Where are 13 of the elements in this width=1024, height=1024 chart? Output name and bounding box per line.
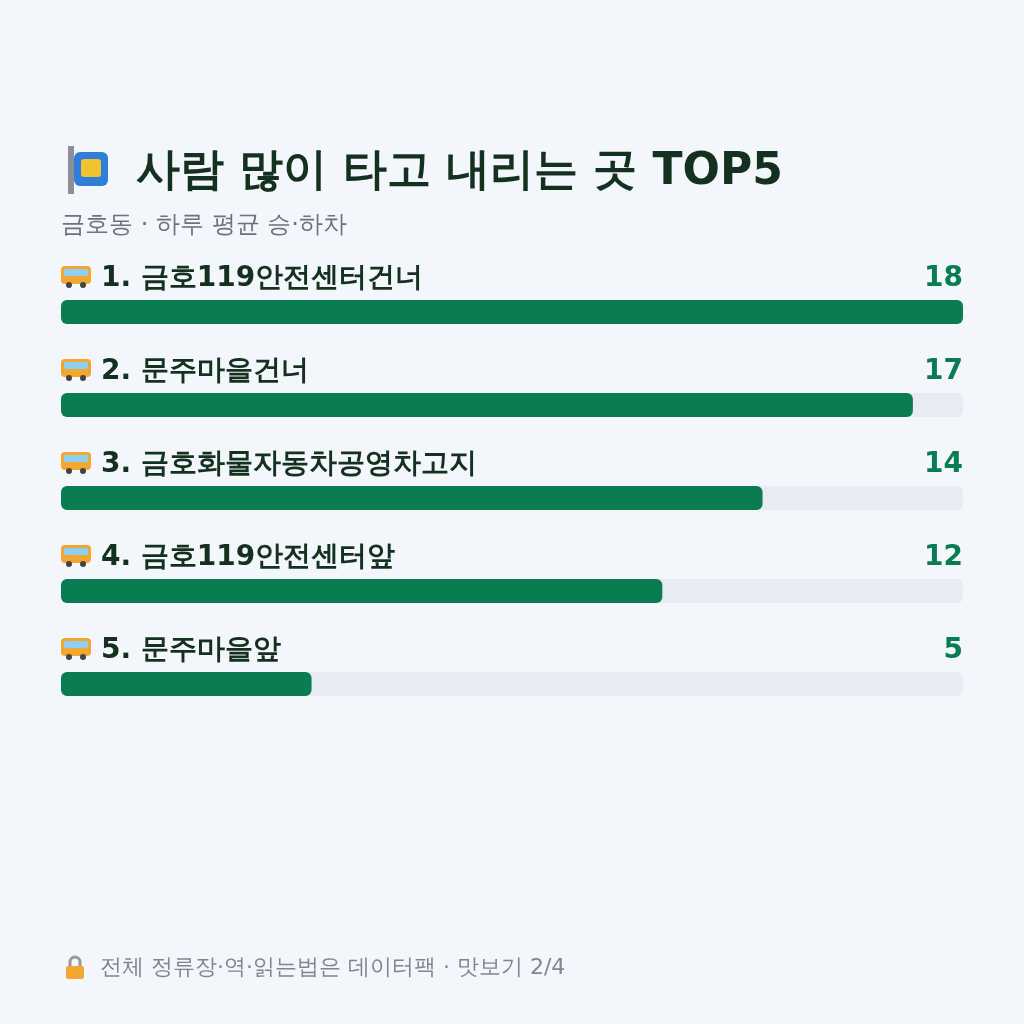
data-label: 14 — [924, 446, 963, 479]
text: 전체 정류장·역·읽는법은 데이터팩 · 맛보기 2/4 — [100, 953, 566, 981]
data-label: 5 — [943, 632, 963, 665]
chart-subtitle: 금호동 · 하루 평균 승·하차 — [61, 209, 347, 240]
data-label: 12 — [924, 539, 963, 572]
y-tick-label: 5. 문주마을앞 — [101, 632, 281, 665]
y-tick-label: 4. 금호119안전센터앞 — [101, 539, 396, 572]
data-label: 18 — [924, 260, 963, 293]
y-tick-label: 3. 금호화물자동차공영차고지 — [101, 446, 477, 479]
y-tick-label: 2. 문주마을건너 — [101, 353, 309, 386]
y-tick-label: 1. 금호119안전센터건너 — [101, 260, 424, 293]
data-label: 17 — [924, 353, 963, 386]
chart-title: 사람 많이 타고 내리는 곳 TOP5 — [136, 142, 783, 196]
